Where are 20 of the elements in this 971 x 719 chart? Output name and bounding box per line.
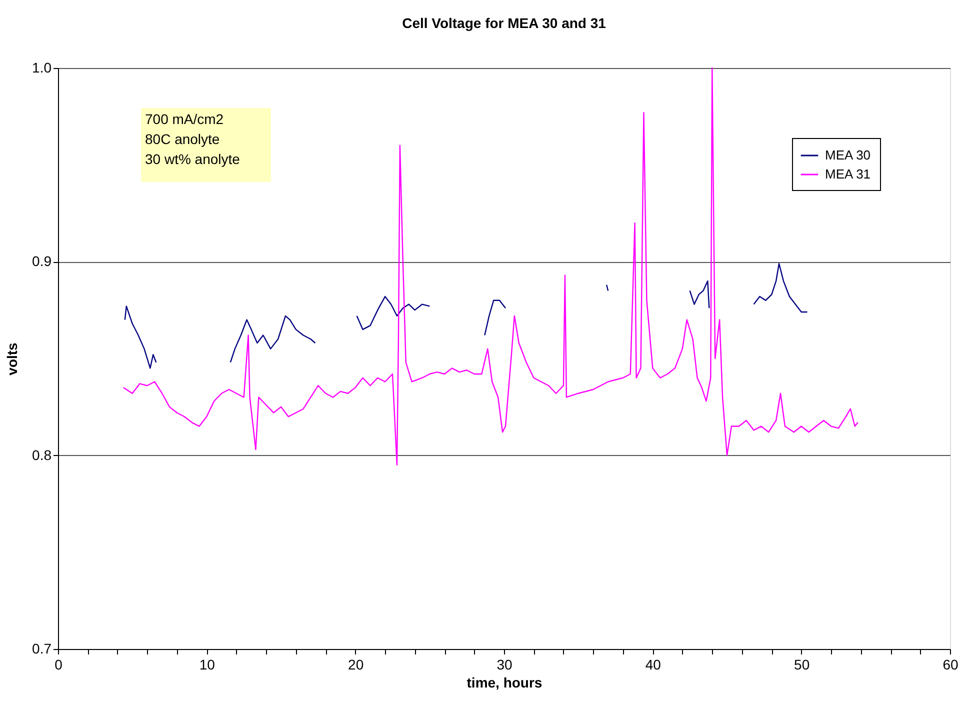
annotation: 80C anolyte (145, 131, 220, 147)
annotation: 700 mA/cm2 (145, 111, 224, 127)
y-tick-label: 0.9 (32, 253, 52, 270)
x-tick-label: 10 (199, 656, 216, 672)
x-tick-label: 20 (348, 656, 364, 672)
chart-title: Cell Voltage for MEA 30 and 31 (402, 15, 606, 31)
x-tick-label: 30 (496, 656, 512, 672)
line-series (122, 67, 858, 466)
y-tick-label: 0.8 (32, 446, 52, 463)
legend-label: MEA 31 (825, 166, 871, 182)
x-axis-title: time, hours (466, 674, 542, 690)
y-tick-label: 0.7 (32, 640, 52, 656)
legend-label: MEA 30 (825, 148, 871, 162)
x-tick-label: 60 (942, 656, 958, 672)
x-tick-label: 50 (794, 656, 810, 672)
x-tick-label: 40 (645, 656, 662, 672)
y-axis-title: volts (4, 342, 20, 376)
y-tick-label: 1.0 (32, 60, 52, 76)
x-tick-label: 0 (54, 656, 63, 672)
annotation: 30 wt% anolyte (145, 151, 240, 167)
